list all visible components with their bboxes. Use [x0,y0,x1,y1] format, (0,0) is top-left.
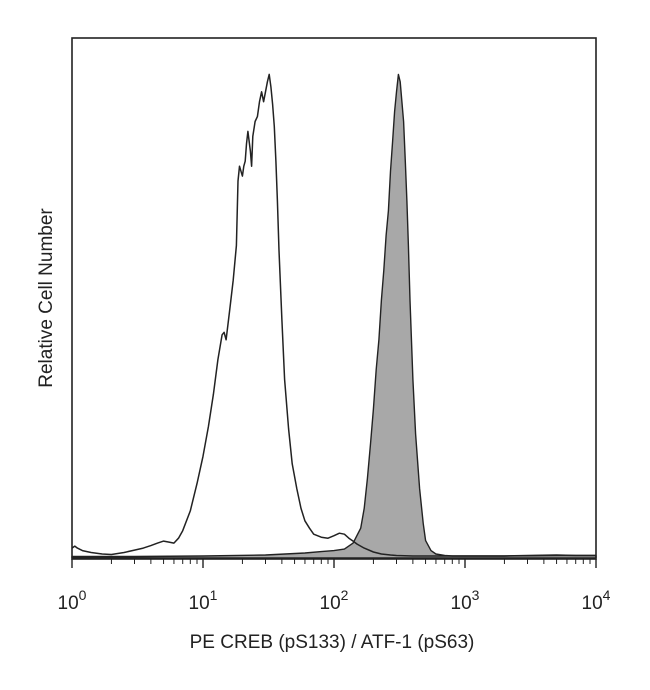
plot-frame [71,37,597,560]
x-tick-label: 100 [58,587,87,614]
x-tick-label: 103 [451,587,480,614]
x-tick-label: 104 [582,587,611,614]
series-layer [71,73,597,559]
x-axis-label: PE CREB (pS133) / ATF-1 (pS63) [190,632,475,653]
x-axis: 100 101 102 103 104 [58,559,611,614]
histogram-outline [71,73,596,557]
y-axis-label: Relative Cell Number [36,208,57,388]
x-tick-label: 102 [320,587,349,614]
x-tick-label: 101 [189,587,218,614]
histogram-filled [71,73,597,559]
